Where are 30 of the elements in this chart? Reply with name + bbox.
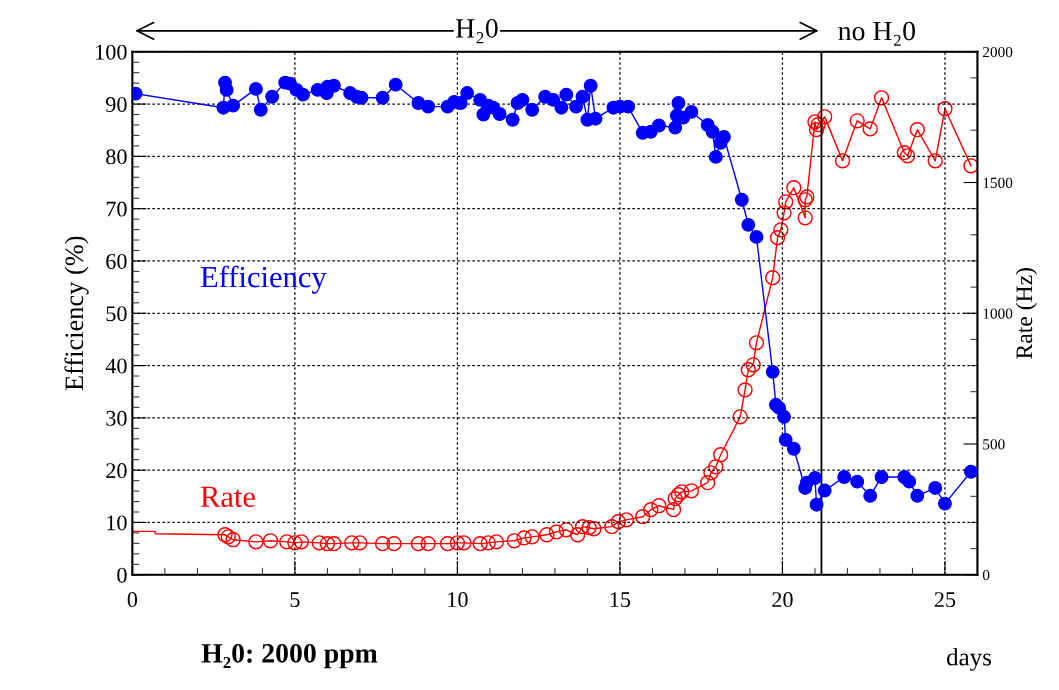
y-axis-title: Efficiency (%) bbox=[64, 236, 89, 391]
text: H₂0: 2000 ppm bbox=[201, 643, 378, 669]
x-tick-label: 20 bbox=[772, 592, 793, 608]
x-tick-label: 10 bbox=[448, 592, 468, 608]
text: Efficiency bbox=[200, 265, 327, 294]
y2-tick-label: 1000 bbox=[983, 308, 1013, 319]
text: H₂0 bbox=[455, 19, 498, 44]
y-tick-label: 70 bbox=[106, 201, 127, 217]
y2-tick-label: 0 bbox=[982, 569, 990, 581]
y-tick-label: 40 bbox=[105, 358, 127, 374]
y-tick-label: 60 bbox=[106, 253, 127, 269]
x-axis-title: days bbox=[946, 647, 992, 671]
y2-tick-label: 500 bbox=[983, 439, 1005, 450]
x-tick-label: 0 bbox=[127, 592, 138, 608]
y-tick-label: 100 bbox=[96, 44, 127, 60]
y-tick-label: 30 bbox=[106, 410, 127, 426]
ref-line-label: no H₂0 bbox=[838, 21, 915, 46]
y2-tick-label: 1500 bbox=[983, 177, 1013, 188]
y2-axis-title: Rate (Hz) bbox=[1015, 268, 1038, 359]
y-tick-label: 0 bbox=[117, 567, 127, 583]
y-tick-label: 10 bbox=[107, 515, 127, 531]
x-tick-label: 5 bbox=[290, 592, 300, 608]
y-tick-label: 90 bbox=[106, 96, 127, 112]
y-tick-label: 50 bbox=[106, 306, 127, 322]
y2-tick-label: 2000 bbox=[982, 46, 1013, 58]
series-label: Rate bbox=[200, 486, 255, 508]
x-tick-label: 15 bbox=[610, 592, 631, 608]
y-tick-label: 80 bbox=[106, 149, 127, 165]
y-tick-label: 20 bbox=[106, 463, 127, 479]
x-tick-label: 25 bbox=[934, 592, 956, 608]
